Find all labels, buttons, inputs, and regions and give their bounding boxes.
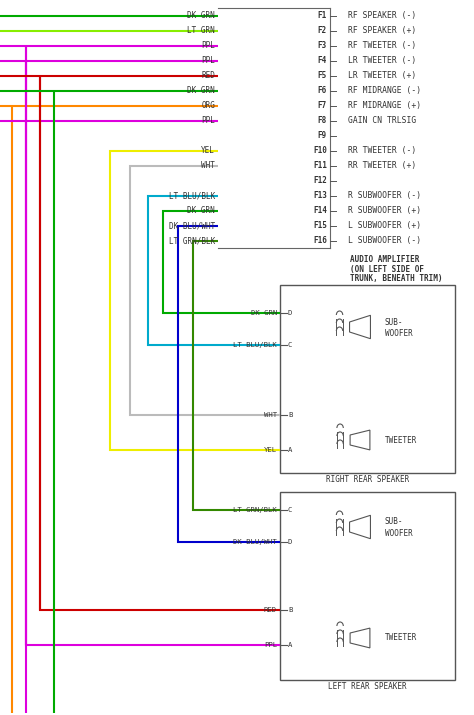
- Text: F10: F10: [313, 146, 327, 155]
- Text: R SUBWOOFER (-): R SUBWOOFER (-): [348, 191, 421, 200]
- Text: F6: F6: [318, 86, 327, 95]
- Text: LT BLU/BLK: LT BLU/BLK: [169, 191, 215, 200]
- Text: A: A: [288, 642, 292, 648]
- Text: F13: F13: [313, 191, 327, 200]
- Text: YEL: YEL: [201, 146, 215, 155]
- Text: AUDIO AMPLIFIER: AUDIO AMPLIFIER: [350, 255, 419, 264]
- Text: GAIN CN TRLSIG: GAIN CN TRLSIG: [348, 116, 416, 125]
- Text: F16: F16: [313, 236, 327, 245]
- Text: DK GRN: DK GRN: [187, 206, 215, 215]
- Text: ORG: ORG: [201, 101, 215, 110]
- Text: D: D: [288, 539, 292, 545]
- Bar: [280, 285, 455, 473]
- Text: PPL: PPL: [264, 642, 277, 648]
- Text: RR TWEETER (-): RR TWEETER (-): [348, 146, 416, 155]
- Text: DK GRN: DK GRN: [187, 86, 215, 95]
- Text: LEFT REAR SPEAKER: LEFT REAR SPEAKER: [328, 682, 407, 691]
- Text: WHT: WHT: [201, 161, 215, 170]
- Text: RF MIDRANGE (-): RF MIDRANGE (-): [348, 86, 421, 95]
- Text: F7: F7: [318, 101, 327, 110]
- Text: WOOFER: WOOFER: [385, 528, 413, 538]
- Text: L SUBWOOFER (+): L SUBWOOFER (+): [348, 221, 421, 230]
- Text: TWEETER: TWEETER: [385, 435, 418, 445]
- Text: PPL: PPL: [201, 56, 215, 65]
- Text: DK BLU/WHT: DK BLU/WHT: [169, 221, 215, 230]
- Text: RF SPEAKER (+): RF SPEAKER (+): [348, 26, 416, 35]
- Text: LR TWEETER (+): LR TWEETER (+): [348, 71, 416, 80]
- Bar: [280, 492, 455, 680]
- Text: F15: F15: [313, 221, 327, 230]
- Text: DK BLU/WHT: DK BLU/WHT: [233, 539, 277, 545]
- Text: (ON LEFT SIDE OF: (ON LEFT SIDE OF: [350, 265, 424, 274]
- Text: F5: F5: [318, 71, 327, 80]
- Text: LT GRN/BLK: LT GRN/BLK: [233, 507, 277, 513]
- Text: TWEETER: TWEETER: [385, 633, 418, 643]
- Text: LT GRN: LT GRN: [187, 26, 215, 35]
- Text: F1: F1: [318, 11, 327, 20]
- Text: F8: F8: [318, 116, 327, 125]
- Text: C: C: [288, 342, 292, 348]
- Text: F11: F11: [313, 161, 327, 170]
- Text: DK GRN: DK GRN: [187, 11, 215, 20]
- Text: DK GRN: DK GRN: [251, 310, 277, 316]
- Text: F4: F4: [318, 56, 327, 65]
- Text: F14: F14: [313, 206, 327, 215]
- Text: F12: F12: [313, 176, 327, 185]
- Text: F9: F9: [318, 131, 327, 140]
- Text: LT GRN/BLK: LT GRN/BLK: [169, 236, 215, 245]
- Text: RR TWEETER (+): RR TWEETER (+): [348, 161, 416, 170]
- Text: F3: F3: [318, 41, 327, 50]
- Text: YEL: YEL: [264, 447, 277, 453]
- Text: R SUBWOOFER (+): R SUBWOOFER (+): [348, 206, 421, 215]
- Text: RF SPEAKER (-): RF SPEAKER (-): [348, 11, 416, 20]
- Text: LT BLU/BLK: LT BLU/BLK: [233, 342, 277, 348]
- Text: SUB-: SUB-: [385, 317, 403, 327]
- Text: B: B: [288, 607, 292, 613]
- Text: B: B: [288, 412, 292, 418]
- Text: PPL: PPL: [201, 116, 215, 125]
- Text: RED: RED: [264, 607, 277, 613]
- Text: RIGHT REAR SPEAKER: RIGHT REAR SPEAKER: [326, 475, 409, 484]
- Text: F2: F2: [318, 26, 327, 35]
- Text: RF MIDRANGE (+): RF MIDRANGE (+): [348, 101, 421, 110]
- Text: D: D: [288, 310, 292, 316]
- Text: SUB-: SUB-: [385, 518, 403, 526]
- Text: A: A: [288, 447, 292, 453]
- Text: PPL: PPL: [201, 41, 215, 50]
- Text: WOOFER: WOOFER: [385, 328, 413, 337]
- Text: TRUNK, BENEATH TRIM): TRUNK, BENEATH TRIM): [350, 274, 443, 283]
- Text: C: C: [288, 507, 292, 513]
- Text: WHT: WHT: [264, 412, 277, 418]
- Text: L SUBWOOFER (-): L SUBWOOFER (-): [348, 236, 421, 245]
- Text: RF TWEETER (-): RF TWEETER (-): [348, 41, 416, 50]
- Text: LR TWEETER (-): LR TWEETER (-): [348, 56, 416, 65]
- Text: RED: RED: [201, 71, 215, 80]
